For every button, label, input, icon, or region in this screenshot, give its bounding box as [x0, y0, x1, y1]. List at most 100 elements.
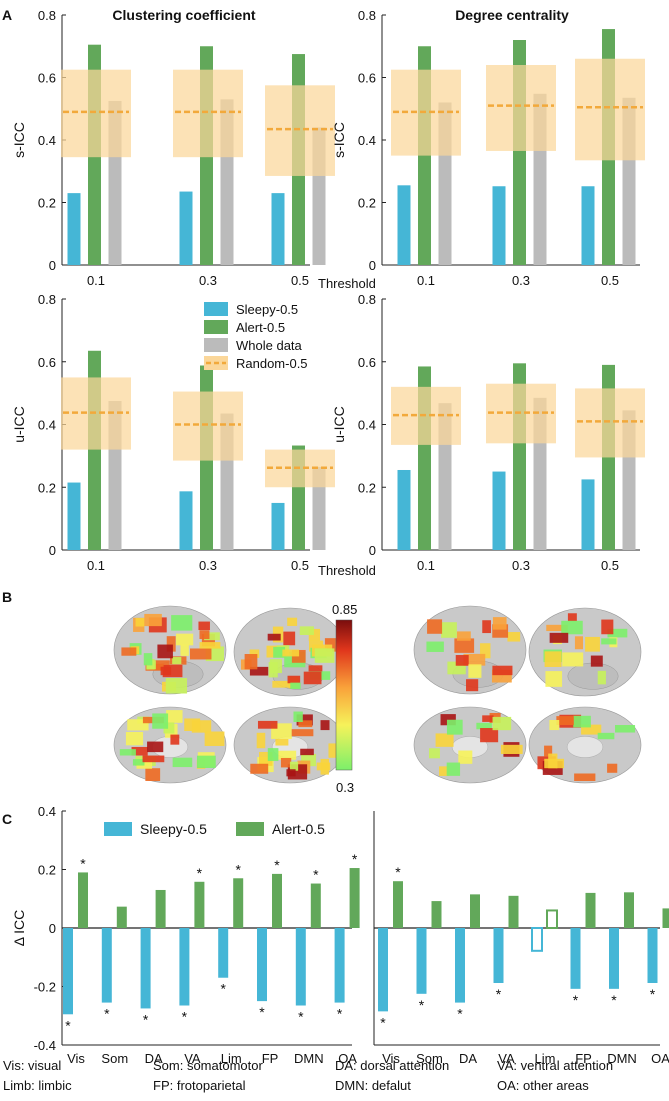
x-tick-label: 0.3: [199, 273, 217, 288]
legend-label-random: Random-0.5: [236, 356, 308, 371]
brain-patch: [199, 630, 210, 640]
brain-patch: [189, 648, 212, 660]
bar-sleepy-Lim: [218, 928, 229, 978]
brain-patch: [492, 716, 512, 731]
brain-patch: [546, 624, 568, 632]
brain-patch: [429, 748, 440, 759]
bar-sleepy-0.1: [397, 469, 411, 550]
colorbar: 0.85 0.3: [332, 602, 357, 795]
y-tick-label: 0.6: [358, 71, 376, 86]
brain-patch: [184, 718, 201, 731]
y-tick-label: 0.6: [38, 355, 56, 370]
brain-patch: [275, 738, 289, 746]
y-tick-label: 0.4: [38, 804, 56, 819]
brain-patch: [199, 642, 221, 649]
significance-star-sleepy: *: [298, 1009, 304, 1025]
bar-sleepy-0.5: [271, 502, 285, 550]
y-axis-label: u-ICC: [331, 406, 347, 443]
brain-patch: [272, 680, 290, 688]
brain-patch: [597, 732, 615, 740]
brain-patch: [244, 654, 258, 670]
bar-alert-DA: [470, 894, 480, 928]
y-tick-label: 0.6: [38, 71, 56, 86]
brain-patch: [435, 733, 454, 747]
bar-sleepy-0.3: [492, 471, 506, 550]
bar-alert-Lim: [233, 878, 244, 928]
y-tick-label: 0.4: [358, 133, 376, 148]
brain-patch: [198, 621, 210, 631]
significance-star-alert: *: [80, 855, 86, 871]
x-tick-label: 0.3: [512, 558, 530, 573]
brain-patch: [300, 748, 314, 756]
chart-degree-u-icc: 0 0.2 0.4 0.6 0.8 u-ICC 0.1 0.3 0.5: [331, 292, 645, 573]
bar-alert-Vis: [393, 881, 403, 928]
brain-patch: [328, 743, 340, 758]
significance-star-sleepy: *: [104, 1006, 110, 1022]
chart-delta-icc-clustering: -0.4 -0.2 0 0.2 0.4 Δ ICC * * Vis * Som * DA * * VA * * Li…: [11, 804, 360, 1066]
x-tick-label: 0.5: [291, 273, 309, 288]
y-tick-label: 0: [369, 258, 376, 273]
x-tick-label-VA: VA: [498, 1051, 515, 1066]
brain-temporal-5: [567, 662, 619, 690]
x-tick-label-DMN: DMN: [294, 1051, 324, 1066]
chart-clustering-u-icc: 0 0.2 0.4 0.6 0.8 u-ICC 0.1 0.3 0.5: [11, 292, 335, 573]
bar-sleepy-0.5: [581, 479, 595, 550]
significance-star-alert: *: [197, 865, 203, 881]
y-tick-label: 0.4: [358, 418, 376, 433]
x-tick-label: 0.5: [291, 558, 309, 573]
bar-sleepy-0.1: [67, 193, 81, 265]
chart-delta-icc-degree: * * Vis * Som * DA * VA Lim * FP * DMN * OA: [373, 811, 669, 1066]
bar-sleepy-Lim: [531, 927, 543, 952]
x-tick-label-Lim: Lim: [535, 1051, 556, 1066]
y-tick-label: 0.4: [38, 133, 56, 148]
abbr-fp: FP: frotoparietal: [153, 1078, 246, 1093]
brain-patch: [172, 657, 182, 665]
brain-patch: [574, 773, 596, 782]
brain-patch: [267, 748, 279, 762]
brain-patch: [250, 763, 269, 774]
brain-patch: [607, 763, 618, 773]
brain-patch: [314, 648, 335, 663]
y-tick-label: 0: [49, 543, 56, 558]
brain-patch: [298, 720, 313, 728]
brain-patch: [147, 741, 164, 753]
bar-sleepy-DMN: [609, 928, 619, 989]
x-tick-label: 0.1: [417, 273, 435, 288]
panel-label-a: A: [2, 7, 12, 23]
brain-patch: [590, 655, 603, 667]
significance-star-alert: *: [395, 864, 401, 880]
legend-c-label-alert: Alert-0.5: [272, 821, 325, 837]
brain-patch: [157, 644, 173, 659]
bar-sleepy-FP: [257, 928, 267, 1002]
brain-patch: [144, 613, 162, 627]
bar-sleepy-0.5: [271, 193, 285, 265]
brain-patch: [480, 728, 499, 743]
legend-panel-c: Sleepy-0.5 Alert-0.5: [104, 821, 325, 837]
bar-alert-DMN: [624, 892, 634, 928]
chart-title: Degree centrality: [455, 7, 569, 23]
significance-star-sleepy: *: [182, 1009, 188, 1025]
brain-patch: [482, 620, 491, 634]
y-tick-label: 0.6: [358, 355, 376, 370]
brain-patch: [581, 724, 602, 735]
y-tick-label: 0.8: [38, 8, 56, 23]
brain-patch: [468, 664, 482, 678]
colorbar-min-label: 0.3: [336, 780, 354, 795]
bar-alert-DMN: [310, 883, 321, 928]
brain-patch: [308, 665, 323, 672]
brain-patch: [293, 711, 303, 722]
bar-alert-VA: [508, 895, 519, 928]
brain-patch: [135, 617, 145, 627]
brain-patch: [544, 651, 562, 667]
brain-patch: [492, 665, 513, 676]
chart-title: Clustering coefficient: [112, 7, 255, 23]
brain-patch: [145, 768, 161, 781]
bar-sleepy-VA: [179, 928, 190, 1006]
legend-swatch-alert: [204, 320, 228, 334]
y-axis-label: Δ ICC: [11, 910, 27, 947]
brain-patch: [267, 633, 281, 641]
brain-patch: [299, 626, 314, 635]
random-band-0.5: [575, 388, 645, 458]
y-tick-label: 0: [49, 258, 56, 273]
